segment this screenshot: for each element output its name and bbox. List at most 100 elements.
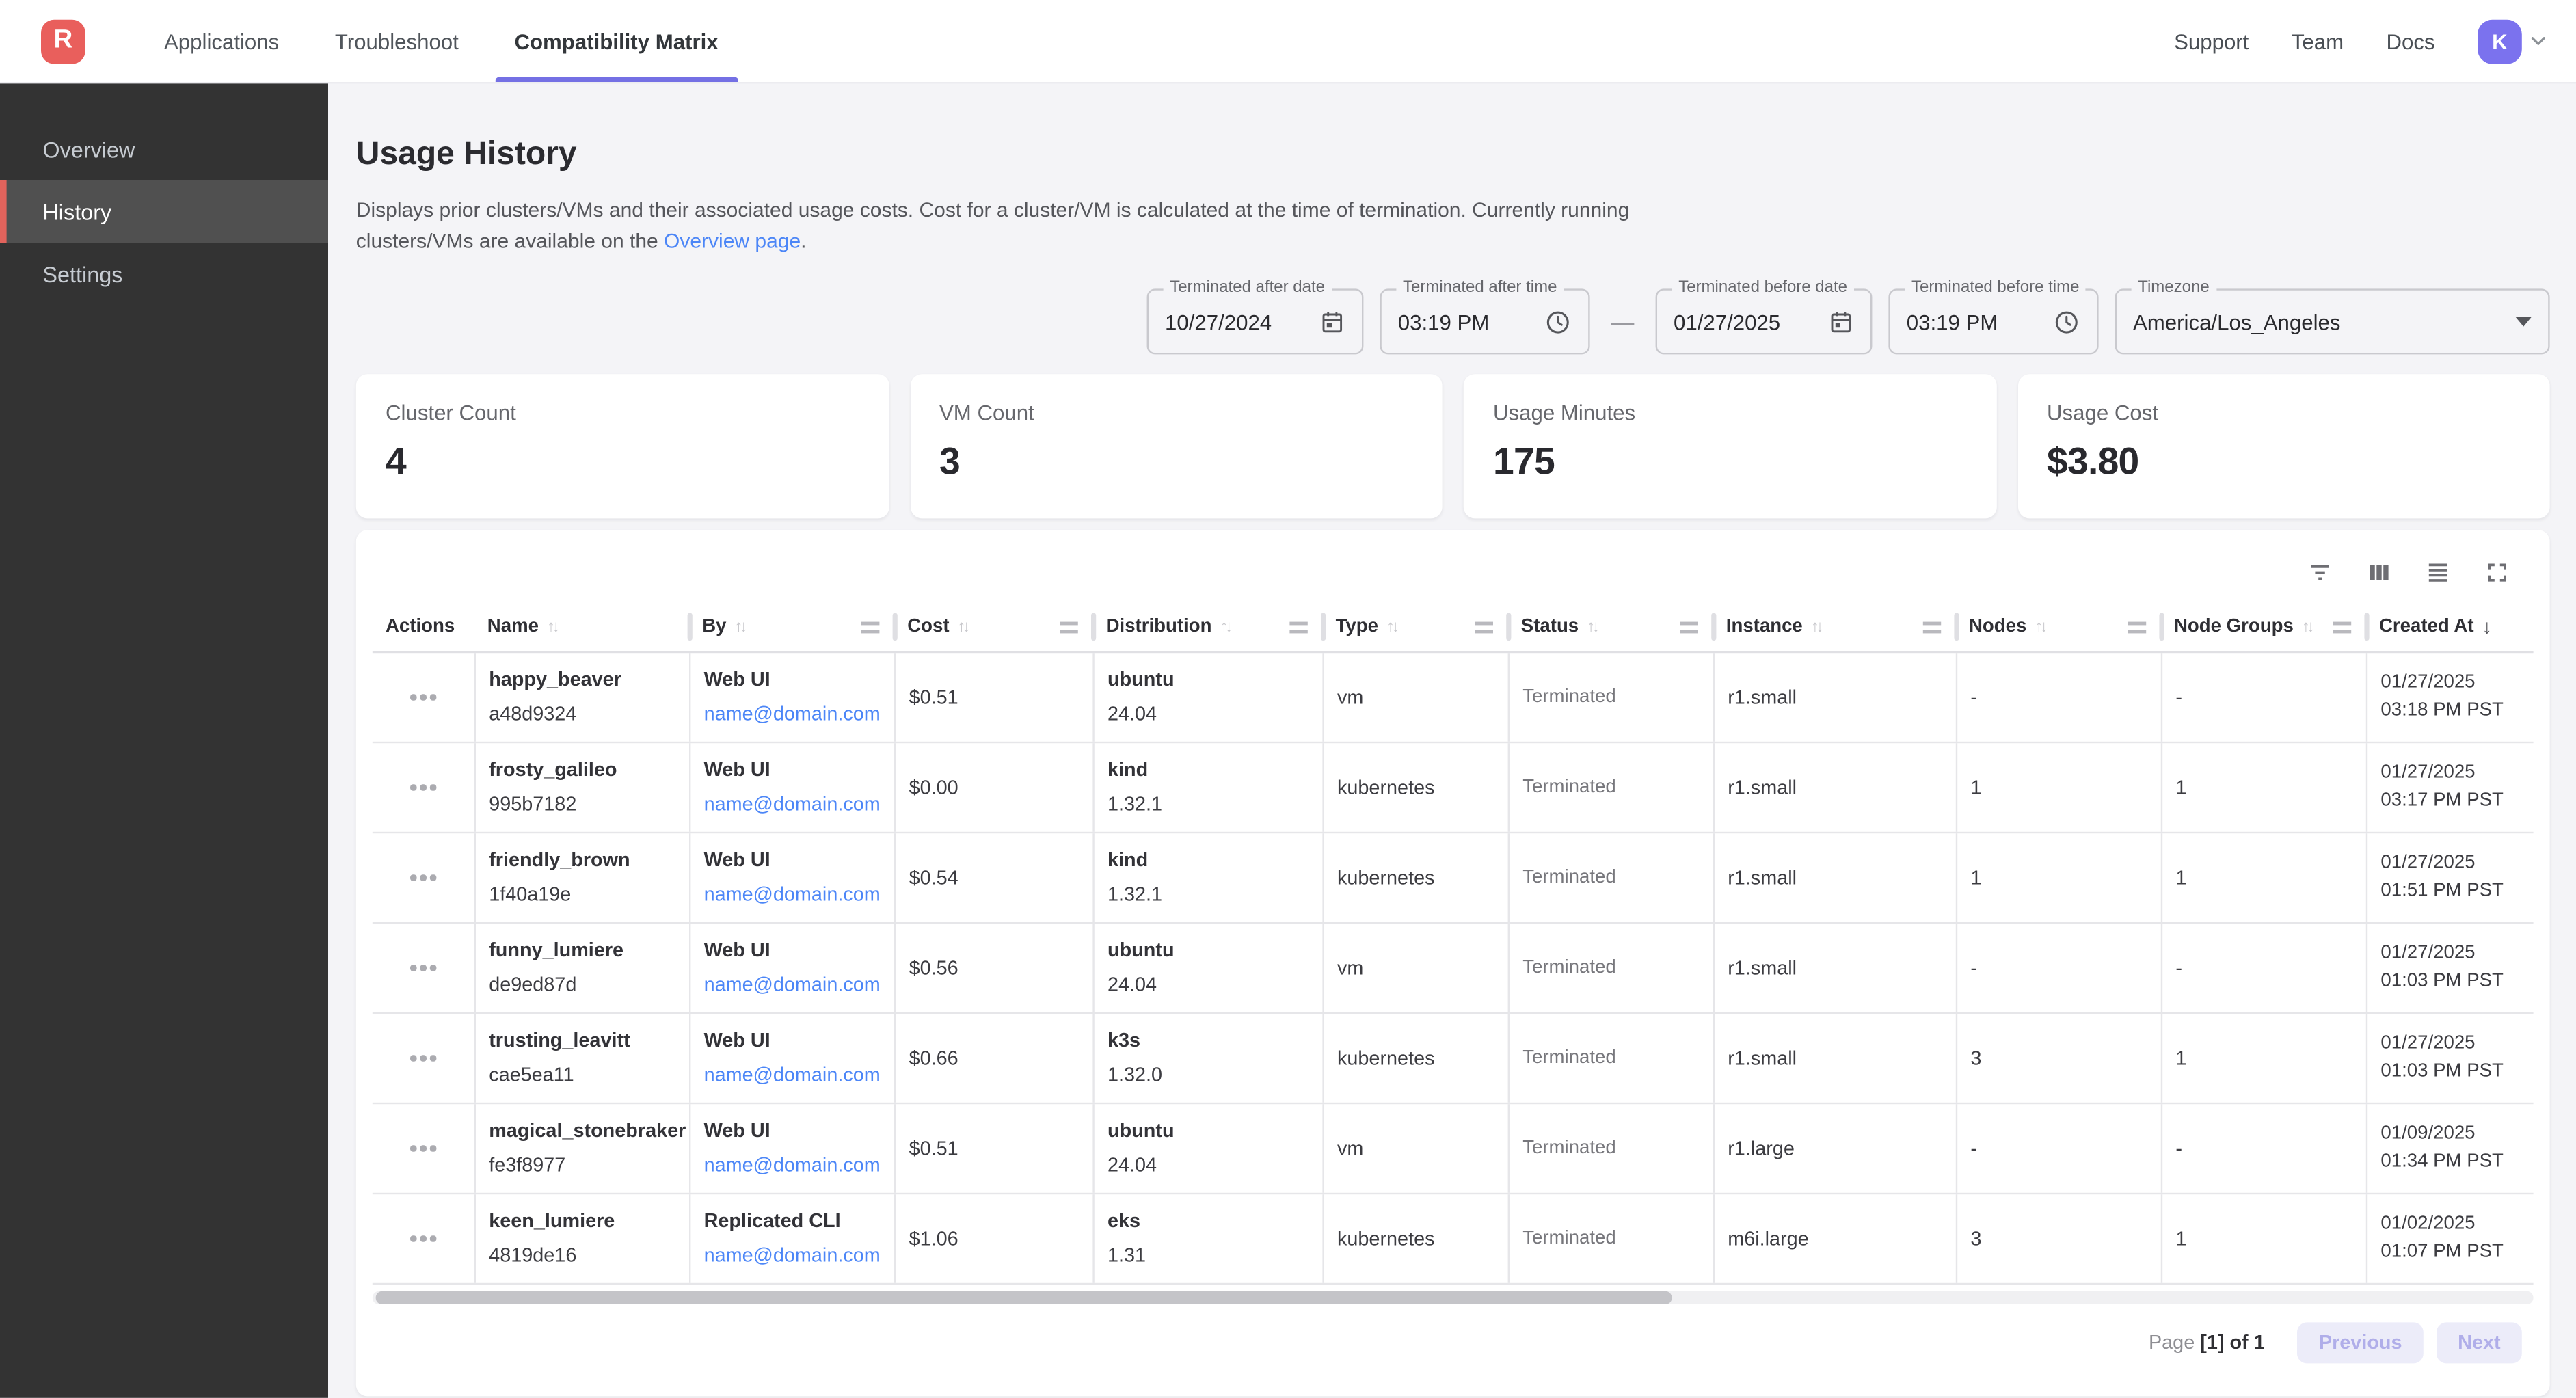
horizontal-scrollbar-thumb[interactable] — [375, 1291, 1673, 1305]
user-email-link[interactable]: name@domain.com — [703, 973, 881, 996]
clock-icon[interactable] — [1544, 308, 1572, 336]
column-resize-separator[interactable] — [892, 613, 898, 641]
row-actions-button[interactable] — [404, 868, 442, 887]
previous-page-button[interactable]: Previous — [2297, 1321, 2424, 1363]
clock-icon[interactable] — [2052, 308, 2080, 336]
tab-troubleshoot[interactable]: Troubleshoot — [334, 29, 459, 53]
horizontal-scrollbar-track[interactable] — [372, 1291, 2534, 1305]
field-value[interactable]: 03:19 PM — [1906, 309, 1998, 334]
sidebar-item-overview[interactable]: Overview — [42, 137, 135, 162]
filter-icon[interactable] — [2304, 556, 2337, 589]
row-actions-button[interactable] — [404, 958, 442, 978]
row-actions-button[interactable] — [404, 778, 442, 797]
terminated-after-date-field[interactable]: Terminated after date 10/27/2024 — [1146, 279, 1364, 355]
avatar[interactable]: K — [2478, 18, 2522, 64]
terminated-before-time-field[interactable]: Terminated before time 03:19 PM — [1888, 279, 2099, 355]
replicated-logo[interactable]: R — [41, 18, 85, 64]
field-value[interactable]: 01/27/2025 — [1674, 309, 1781, 334]
columns-icon[interactable] — [2363, 556, 2396, 589]
chevron-down-icon[interactable] — [2527, 29, 2550, 53]
column-menu-icon[interactable] — [1475, 621, 1493, 633]
account-menu[interactable]: K — [2478, 18, 2550, 64]
description-text: Displays prior clusters/VMs and their as… — [355, 198, 1630, 253]
timezone-select[interactable]: Timezone America/Los_Angeles — [2115, 279, 2550, 355]
column-header-created_at[interactable]: Created At ↓ — [2379, 615, 2492, 638]
cell-status: Terminated — [1507, 1194, 1713, 1283]
row-actions-button[interactable] — [404, 688, 442, 707]
column-resize-separator[interactable] — [1711, 613, 1717, 641]
cell-instance: r1.small — [1713, 924, 1956, 1012]
column-header-actions: Actions — [386, 617, 455, 637]
calendar-icon[interactable] — [1828, 308, 1854, 334]
column-resize-separator[interactable] — [1954, 613, 1959, 641]
sort-descending-icon[interactable]: ↓ — [2482, 615, 2492, 638]
column-header-name[interactable]: Name ↑↓ — [474, 602, 693, 651]
column-header-status[interactable]: Status ↑↓ — [1508, 602, 1717, 651]
column-header-instance[interactable]: Instance ↑↓ — [1713, 602, 1959, 651]
dropdown-caret-icon[interactable] — [2515, 317, 2532, 327]
column-menu-icon[interactable] — [1680, 621, 1698, 633]
column-resize-separator[interactable] — [2159, 613, 2164, 641]
sort-icon[interactable]: ↑↓ — [957, 617, 971, 636]
column-resize-separator[interactable] — [687, 613, 693, 641]
calendar-icon[interactable] — [1319, 308, 1345, 334]
cell-instance: r1.small — [1713, 833, 1956, 922]
cell-instance: m6i.large — [1713, 1194, 1956, 1283]
column-header-node_groups[interactable]: Node Groups ↑↓ — [2161, 602, 2370, 651]
density-icon[interactable] — [2421, 556, 2454, 589]
user-email-link[interactable]: name@domain.com — [703, 1153, 881, 1177]
column-header-by[interactable]: By ↑↓ — [689, 602, 898, 651]
user-email-link[interactable]: name@domain.com — [703, 883, 881, 906]
column-menu-icon[interactable] — [861, 621, 880, 633]
sort-icon[interactable]: ↑↓ — [1810, 617, 1824, 636]
next-page-button[interactable]: Next — [2436, 1321, 2522, 1363]
table-row: keen_lumiere 4819de16 Replicated CLI name@d… — [372, 1194, 2534, 1285]
user-email-link[interactable]: name@domain.com — [703, 702, 881, 725]
row-actions-button[interactable] — [404, 1049, 442, 1068]
field-value[interactable]: America/Los_Angeles — [2133, 309, 2341, 334]
column-menu-icon[interactable] — [1922, 621, 1942, 633]
table-row: friendly_brown 1f40a19e Web UI name@domain.… — [372, 833, 2534, 924]
cell-secondary-text: 4819de16 — [489, 1244, 577, 1267]
user-email-link[interactable]: name@domain.com — [703, 1063, 881, 1086]
tab-applications[interactable]: Applications — [164, 29, 280, 53]
row-actions-button[interactable] — [404, 1229, 442, 1248]
sort-icon[interactable]: ↑↓ — [546, 617, 560, 636]
tab-compatibility-matrix[interactable]: Compatibility Matrix — [487, 0, 747, 83]
column-header-type[interactable]: Type ↑↓ — [1322, 602, 1512, 651]
terminated-after-time-field[interactable]: Terminated after time 03:19 PM — [1380, 279, 1590, 355]
terminated-before-date-field[interactable]: Terminated before date 01/27/2025 — [1655, 279, 1873, 355]
user-email-link[interactable]: name@domain.com — [703, 1244, 881, 1267]
sidebar-item-settings[interactable]: Settings — [42, 261, 123, 286]
nav-link-team[interactable]: Team — [2291, 29, 2344, 53]
column-resize-separator[interactable] — [1091, 613, 1097, 641]
nav-link-support[interactable]: Support — [2174, 29, 2249, 53]
sort-icon[interactable]: ↑↓ — [1220, 617, 1233, 636]
column-menu-icon[interactable] — [2333, 621, 2352, 633]
column-resize-separator[interactable] — [1506, 613, 1512, 641]
column-resize-separator[interactable] — [1321, 613, 1326, 641]
user-email-link[interactable]: name@domain.com — [703, 792, 881, 816]
sidebar-item-history[interactable]: History — [0, 180, 329, 243]
field-value[interactable]: 03:19 PM — [1397, 309, 1490, 334]
column-menu-icon[interactable] — [2128, 621, 2147, 633]
field-value[interactable]: 10/27/2024 — [1165, 309, 1272, 334]
sort-icon[interactable]: ↑↓ — [1386, 617, 1399, 636]
page-description: Displays prior clusters/VMs and their as… — [355, 198, 1630, 253]
stat-label: Usage Minutes — [1493, 400, 1636, 425]
sort-icon[interactable]: ↑↓ — [1587, 617, 1600, 636]
sort-icon[interactable]: ↑↓ — [2035, 617, 2048, 636]
column-header-nodes[interactable]: Nodes ↑↓ — [1956, 602, 2164, 651]
sort-icon[interactable]: ↑↓ — [734, 617, 747, 636]
column-header-cost[interactable]: Cost ↑↓ — [894, 602, 1097, 651]
sort-icon[interactable]: ↑↓ — [2301, 617, 2315, 636]
cell-distribution: ubuntu 24.04 — [1092, 924, 1322, 1012]
fullscreen-icon[interactable] — [2481, 556, 2514, 589]
column-menu-icon[interactable] — [1289, 621, 1308, 633]
column-header-distribution[interactable]: Distribution ↑↓ — [1092, 602, 1326, 651]
overview-page-link[interactable]: Overview page — [664, 230, 801, 253]
row-actions-button[interactable] — [404, 1139, 442, 1158]
nav-link-docs[interactable]: Docs — [2386, 29, 2435, 53]
column-menu-icon[interactable] — [1060, 621, 1078, 633]
column-resize-separator[interactable] — [2364, 613, 2370, 641]
